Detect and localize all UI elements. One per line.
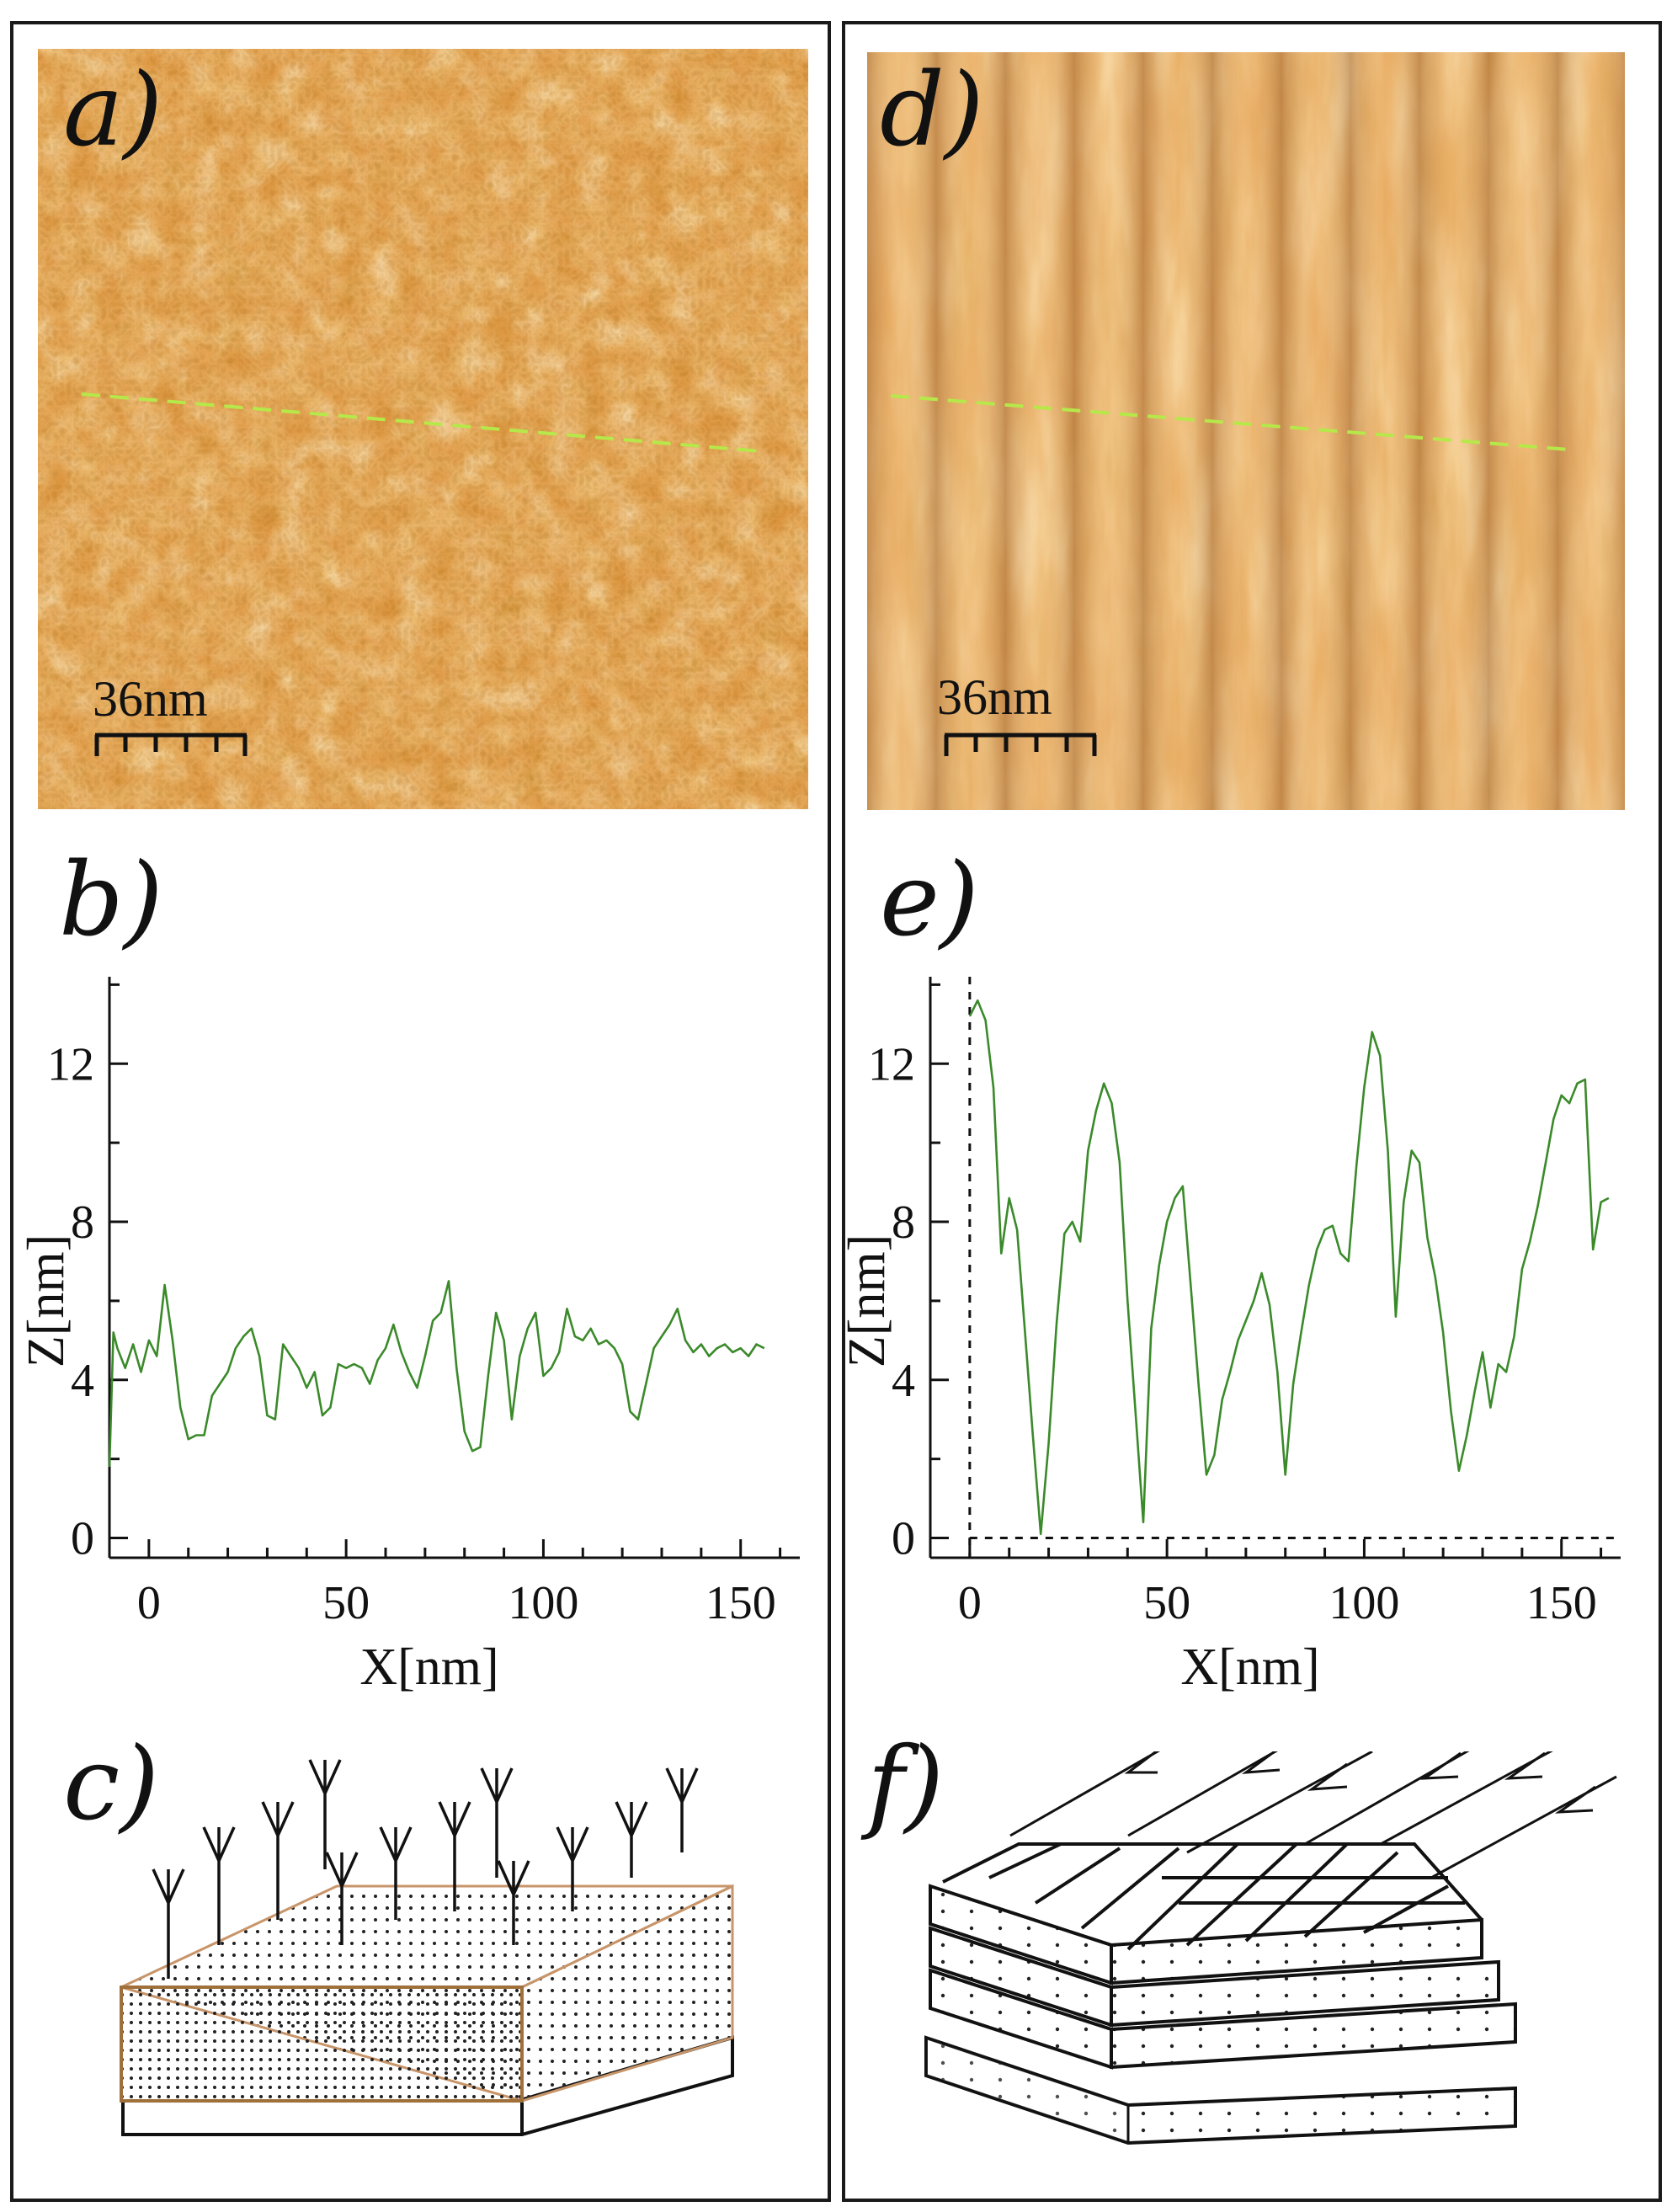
x-tick-label-e: 150 — [1526, 1577, 1597, 1629]
x-axis-label-e: X[nm] — [1180, 1639, 1319, 1696]
y-tick-label-e: 12 — [868, 1038, 915, 1090]
x-tick-label-b: 150 — [706, 1577, 776, 1629]
panel-letter-b: b) — [59, 842, 163, 959]
y-tick-label-e: 0 — [892, 1513, 915, 1565]
series-line-profile-e — [968, 999, 1610, 1536]
panel-letter-e: e) — [880, 842, 979, 959]
scale-bar-d — [944, 733, 1097, 756]
y-tick-label-b: 8 — [71, 1197, 94, 1249]
afm-image-d — [867, 52, 1625, 810]
y-tick-label-b: 12 — [47, 1038, 94, 1090]
profile-plot-e: 0 4 8 12 0 50 100 150 X[nm] Z[nm] — [839, 960, 1646, 1721]
panel-letter-c: c) — [63, 1726, 160, 1843]
afm-image-a — [38, 49, 808, 809]
film-front-c — [120, 1985, 524, 2103]
panel-letter-d: d) — [880, 52, 984, 169]
panel-letter-a: a) — [63, 52, 163, 169]
y-axis-label-e: Z[nm] — [846, 1234, 896, 1367]
scale-bar-label-a: 36nm — [93, 671, 208, 727]
y-tick-label-b: 0 — [71, 1513, 94, 1565]
x-tick-label-e: 50 — [1143, 1577, 1190, 1629]
schematic-f — [909, 1733, 1633, 2193]
x-axis-label-b: X[nm] — [359, 1639, 498, 1696]
panel-letter-f: f) — [867, 1726, 945, 1843]
series-line-profile-b — [108, 1280, 765, 1468]
x-tick-label-b: 100 — [508, 1577, 578, 1629]
stepped-layers-f — [929, 1884, 1517, 2070]
x-tick-label-e: 100 — [1329, 1577, 1399, 1629]
x-tick-label-b: 50 — [322, 1577, 370, 1629]
scale-bar-a — [94, 733, 248, 756]
arrows-f — [1009, 1733, 1617, 1879]
y-tick-label-e: 4 — [892, 1355, 915, 1407]
x-tick-label-e: 0 — [958, 1577, 982, 1629]
y-axis-label-b: Z[nm] — [25, 1234, 75, 1367]
arrows-c — [152, 1759, 699, 1979]
y-tick-label-e: 8 — [892, 1197, 915, 1249]
profile-plot-b: 0 4 8 12 0 50 100 150 X[nm] Z[nm] — [18, 960, 825, 1721]
scale-bar-label-d: 36nm — [937, 669, 1052, 725]
y-tick-label-b: 4 — [71, 1355, 94, 1407]
schematic-c — [101, 1751, 775, 2193]
ridges-f — [942, 1842, 1483, 1951]
x-tick-label-b: 0 — [137, 1577, 161, 1629]
